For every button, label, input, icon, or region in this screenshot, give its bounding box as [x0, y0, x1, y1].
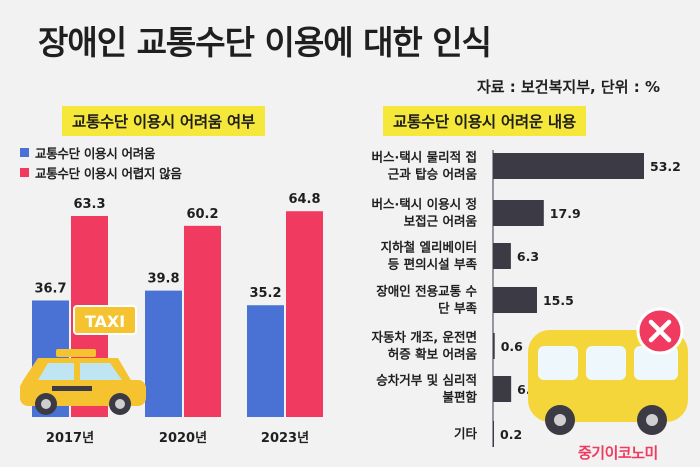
legend-item-difficult: 교통수단 이용시 어려움 [20, 142, 182, 162]
x-tick-label: 2020년 [159, 431, 207, 446]
hbar [493, 200, 544, 226]
bus-window [538, 346, 578, 380]
y-tick-label: 지하철 엘리베이터 [381, 240, 477, 255]
y-tick-label: 불편함 [442, 390, 477, 405]
y-tick-label: 장애인 전용교통 수 [376, 284, 477, 299]
legend-item-not-difficult: 교통수단 이용시 어렵지 않음 [20, 162, 182, 182]
legend-label: 교통수단 이용시 어렵지 않음 [35, 165, 182, 181]
x-tick-label: 2017년 [46, 431, 94, 446]
source-note: 자료 : 보건복지부, 단위 : % [476, 78, 660, 96]
hbar [493, 421, 494, 447]
taxi-roof-light [56, 349, 96, 357]
data-label: 0.6 [501, 339, 523, 354]
hbar [493, 333, 495, 359]
bus-window [586, 346, 626, 380]
legend-swatch-blue [20, 147, 29, 157]
left-chart-title: 교통수단 이용시 어려움 여부 [62, 106, 265, 136]
legend-swatch-red [20, 167, 29, 177]
legend-label: 교통수단 이용시 어려움 [35, 145, 156, 161]
taxi-sign-text: TAXI [85, 312, 125, 331]
y-tick-label: 등 편의시설 부족 [388, 257, 478, 272]
hbar [493, 153, 644, 179]
bar-difficult [247, 305, 284, 417]
taxi-icon: TAXI [20, 305, 146, 415]
data-label: 36.7 [34, 281, 66, 296]
y-tick-label: 버스·택시 이용시 정 [372, 197, 477, 212]
bus-hub [646, 414, 658, 426]
data-label: 64.8 [288, 192, 320, 207]
taxi-sign-board [73, 305, 137, 335]
close-icon-cross [648, 319, 672, 343]
y-tick-label: 버스·택시 물리적 접 [372, 150, 477, 165]
data-label: 53.2 [650, 159, 681, 174]
data-label: 63.3 [73, 197, 105, 212]
y-tick-label: 단 부족 [438, 301, 477, 316]
data-label: 60.2 [186, 207, 218, 222]
right-chart-title: 교통수단 이용시 어려운 내용 [383, 106, 586, 136]
bus-hub [554, 414, 566, 426]
brand-logo-text: 중기이코노미 [578, 444, 658, 462]
taxi-stripe [52, 386, 92, 391]
x-tick-label: 2023년 [261, 431, 309, 446]
data-label: 17.9 [550, 206, 581, 221]
bar-not-difficult [286, 211, 323, 417]
data-label: 39.8 [147, 272, 179, 287]
bar-difficult [145, 290, 182, 417]
hbar [493, 243, 511, 269]
data-label: 15.5 [543, 293, 574, 308]
bar-not-difficult [184, 225, 221, 417]
taxi-window-front [38, 363, 74, 380]
bus-icon [528, 307, 688, 435]
taxi-hub [115, 399, 125, 409]
y-tick-label: 근과 탑승 어려움 [388, 167, 478, 182]
data-label: 6.3 [517, 249, 539, 264]
y-tick-label: 승차거부 및 심리적 [376, 373, 477, 388]
y-tick-label: 보접근 어려움 [404, 214, 478, 229]
page-title: 장애인 교통수단 이용에 대한 인식 [38, 23, 492, 62]
hbar [493, 376, 512, 402]
hbar [493, 287, 537, 313]
chart-legend: 교통수단 이용시 어려움 교통수단 이용시 어렵지 않음 [20, 142, 182, 182]
y-tick-label: 허증 확보 어려움 [388, 347, 478, 362]
taxi-hub [41, 399, 51, 409]
bus-window [634, 346, 678, 380]
taxi-window-rear [80, 363, 122, 380]
y-tick-label: 기타 [454, 426, 478, 441]
y-tick-label: 자동차 개조, 운전면 [372, 330, 477, 345]
data-label: 0.2 [500, 427, 522, 442]
data-label: 35.2 [249, 286, 281, 301]
